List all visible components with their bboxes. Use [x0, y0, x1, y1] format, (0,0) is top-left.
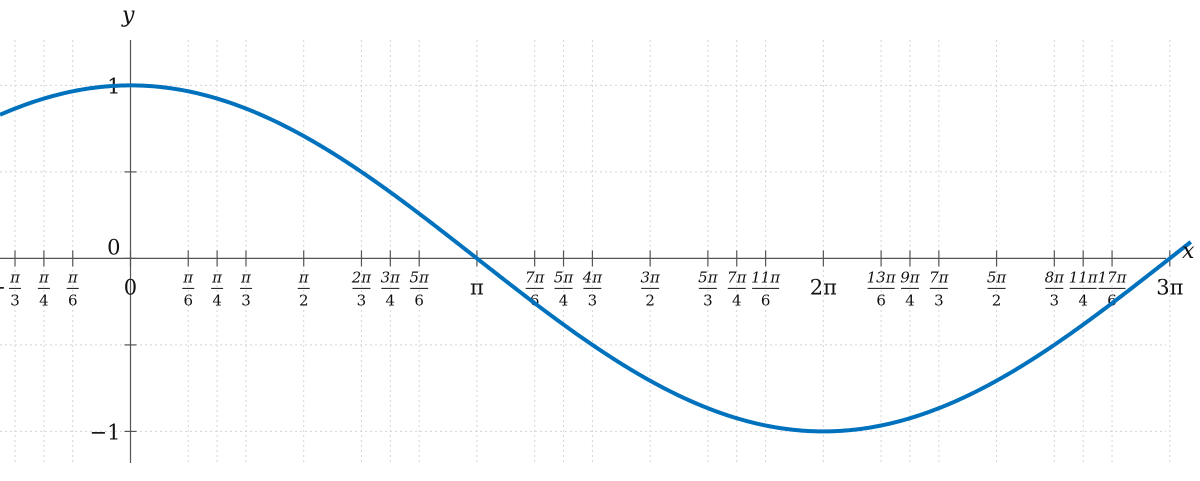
x-tick-label-den-16: 3 [703, 291, 713, 309]
x-tick-label-num-10: 5π [409, 268, 430, 286]
x-tick-label-num-16: 5π [698, 268, 719, 286]
x-tick-label-num-22: 7π [929, 268, 950, 286]
x-tick-label-13: 5π4 [554, 268, 575, 309]
y-axis-label: y [121, 3, 135, 28]
x-tick-label-num-17: 7π [727, 268, 748, 286]
x-tick-label-num-21: 9π [900, 268, 921, 286]
x-tick-label-den-0: 3 [10, 291, 20, 309]
x-tick-label-19: 2π [810, 275, 837, 299]
x-tick-label-17: 7π4 [727, 268, 748, 309]
x-tick-label-15: 3π2 [640, 268, 661, 309]
x-tick-label-minus-0: − [0, 275, 6, 299]
x-tick-label-den-10: 6 [414, 291, 424, 309]
x-tick-label-den-26: 6 [1107, 291, 1117, 309]
x-tick-label-27: 3π [1156, 275, 1183, 299]
x-tick-label-num-4: π [182, 268, 194, 286]
x-tick-label-den-22: 3 [934, 291, 944, 309]
x-tick-label-num-18: 11π [751, 268, 781, 286]
x-tick-label-num-8: 2π [351, 268, 373, 286]
x-tick-label-1: π4 [37, 268, 50, 309]
x-tick-label-den-5: 4 [212, 291, 222, 309]
x-tick-label-den-14: 3 [588, 291, 598, 309]
x-tick-label-den-1: 4 [39, 291, 49, 309]
x-tick-label-num-0: π [9, 268, 21, 286]
x-tick-label-den-21: 4 [905, 291, 915, 309]
x-tick-label-num-20: 13π [867, 268, 897, 286]
x-tick-label-5: π4 [211, 268, 223, 309]
x-tick-label-9: 3π4 [381, 268, 402, 309]
x-tick-label-den-15: 2 [645, 291, 655, 309]
y-tick-label-2: 0 [107, 235, 120, 259]
x-tick-label-num-26: 17π [1098, 268, 1128, 286]
x-tick-label-11: π [470, 275, 484, 299]
x-tick-label-den-13: 4 [559, 291, 569, 309]
x-tick-label-num-15: 3π [640, 268, 661, 286]
ticks: π3−π4π60π6π4π3π22π33π45π6π7π65π44π33π25π… [0, 74, 1184, 444]
x-tick-label-den-18: 6 [761, 291, 771, 309]
x-tick-label-num-5: π [211, 268, 223, 286]
x-tick-label-den-6: 3 [241, 291, 251, 309]
x-tick-label-10: 5π6 [409, 268, 430, 309]
x-tick-label-num-14: 4π [582, 268, 604, 286]
x-tick-label-8: 2π3 [351, 268, 373, 309]
x-tick-label-21: 9π4 [900, 268, 921, 309]
x-tick-label-22: 7π3 [929, 268, 950, 309]
y-tick-label-4: −1 [90, 420, 121, 444]
x-tick-label-den-17: 4 [732, 291, 742, 309]
x-tick-label-num-12: 7π [525, 268, 546, 286]
x-tick-label-num-1: π [38, 268, 50, 286]
grid [0, 40, 1171, 463]
x-tick-label-den-20: 6 [876, 291, 886, 309]
x-tick-label-6: π3 [239, 268, 252, 309]
x-tick-label-den-25: 4 [1078, 291, 1088, 309]
x-tick-label-den-12: 6 [530, 291, 540, 309]
x-tick-label-4: π6 [182, 268, 194, 309]
x-tick-label-num-24: 8π [1045, 268, 1066, 286]
x-tick-label-num-25: 11π [1069, 268, 1099, 286]
axes [0, 40, 1166, 463]
x-tick-label-num-6: π [240, 268, 252, 286]
x-tick-label-den-7: 2 [299, 291, 309, 309]
x-tick-label-23: 5π2 [987, 268, 1008, 309]
x-axis-label: x [1182, 239, 1195, 264]
x-tick-label-3: 0 [124, 275, 137, 299]
x-tick-label-24: 8π3 [1045, 268, 1066, 309]
x-tick-label-14: 4π3 [582, 268, 604, 309]
x-tick-label-7: π2 [297, 268, 310, 309]
x-tick-label-den-23: 2 [992, 291, 1002, 309]
x-tick-label-num-9: 3π [381, 268, 402, 286]
x-tick-label-den-4: 6 [183, 291, 193, 309]
x-tick-label-num-13: 5π [554, 268, 575, 286]
x-tick-label-num-7: π [298, 268, 310, 286]
x-tick-label-12: 7π6 [525, 268, 546, 309]
x-tick-label-num-23: 5π [987, 268, 1008, 286]
x-tick-label-den-24: 3 [1050, 291, 1060, 309]
x-tick-label-den-8: 3 [357, 291, 367, 309]
x-tick-label-den-2: 6 [68, 291, 78, 309]
x-tick-label-den-9: 4 [386, 291, 396, 309]
series-line-cos [0, 83, 1193, 434]
x-tick-label-2: π6 [66, 268, 79, 309]
x-tick-label-16: 5π3 [698, 268, 719, 309]
x-tick-label-0: π 3− [0, 268, 21, 309]
x-tick-label-num-2: π [67, 268, 79, 286]
